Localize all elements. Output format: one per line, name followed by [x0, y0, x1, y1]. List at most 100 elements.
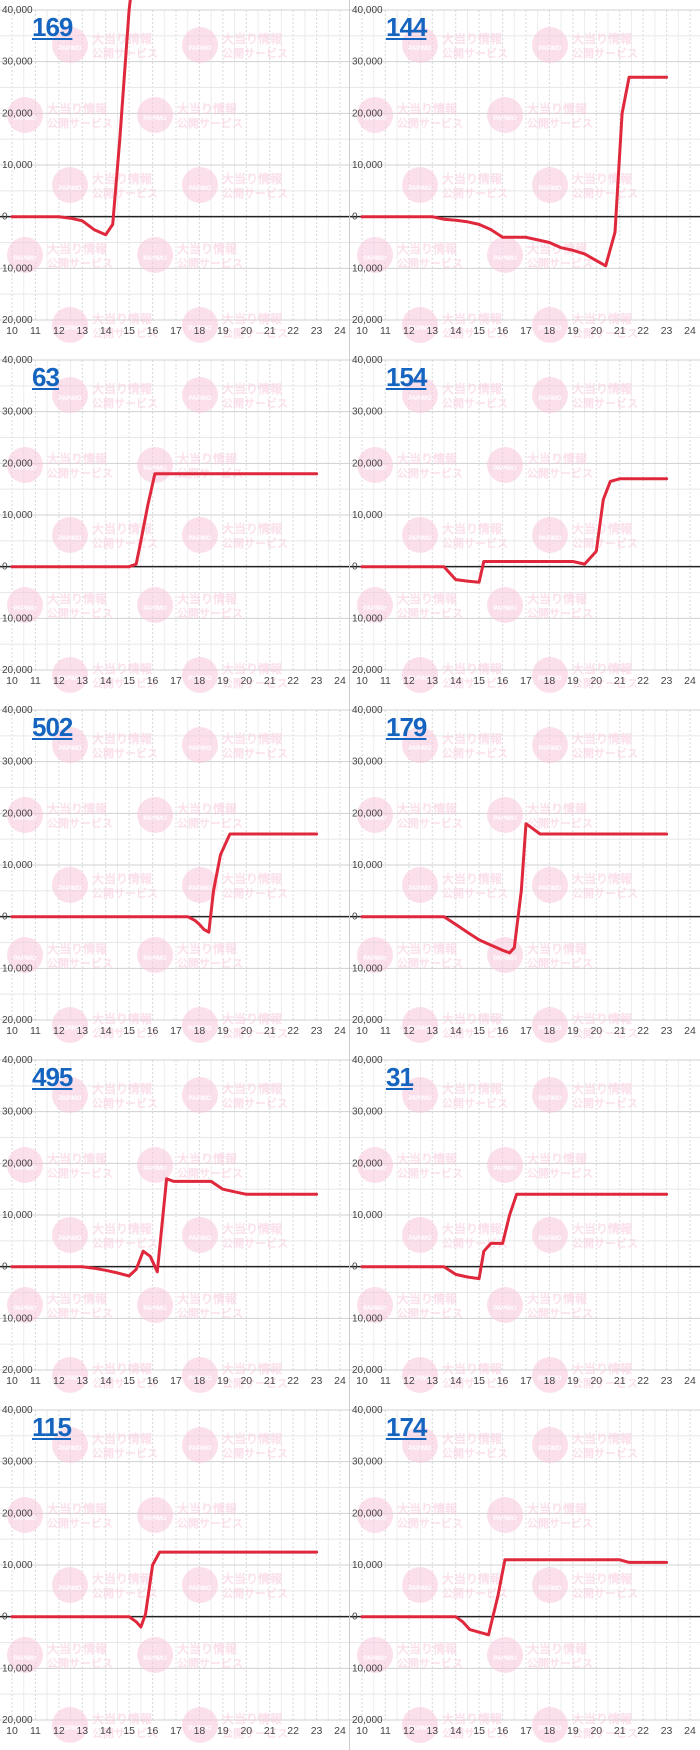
machine-number-link[interactable]: 63 [32, 362, 59, 393]
watermark-logo-text: PAPIMO [538, 46, 562, 52]
x-tick-label: 20 [590, 1375, 602, 1387]
watermark-line1: 大当り情報 [47, 1501, 108, 1516]
watermark-logo [52, 517, 88, 553]
watermark-logo-text: PAPIMO [188, 886, 212, 892]
watermark-line1: 大当り情報 [572, 311, 633, 326]
watermark-logo [182, 1217, 218, 1253]
watermark-line1: 大当り情報 [572, 521, 633, 536]
machine-number-link[interactable]: 179 [386, 712, 426, 743]
x-tick-label: 16 [497, 1025, 509, 1037]
machine-number-link[interactable]: 502 [32, 712, 72, 743]
x-tick-label: 23 [311, 675, 323, 687]
watermark-line2: 公開サービス [47, 1166, 113, 1180]
x-tick-label: 18 [194, 675, 206, 687]
watermark-line1: 大当り情報 [92, 1711, 153, 1726]
machine-number-link[interactable]: 144 [386, 12, 426, 43]
watermark-line1: 大当り情報 [397, 1501, 458, 1516]
watermark-line1: 大当り情報 [222, 871, 283, 886]
watermark-logo-text: PAPIMO [143, 1306, 167, 1312]
watermark-logo-text: PAPIMO [188, 1236, 212, 1242]
watermark-line2: 公開サービス [222, 746, 288, 760]
watermark-line1: 大当り情報 [397, 1641, 458, 1656]
x-tick-label: 24 [684, 1725, 696, 1737]
x-tick-label: 11 [380, 1375, 391, 1387]
watermark-logo-text: PAPIMO [58, 1096, 82, 1102]
x-tick-label: 14 [100, 1725, 112, 1737]
x-tick-label: 13 [426, 325, 438, 337]
x-tick-label: 17 [520, 1025, 532, 1037]
x-tick-label: 10 [356, 1375, 368, 1387]
watermark-line2: 公開サービス [527, 1516, 593, 1530]
watermark-logo-text: PAPIMO [493, 466, 517, 472]
x-tick-label: 11 [380, 1025, 391, 1037]
y-tick-label: 30,000 [352, 1457, 383, 1468]
x-tick-label: 20 [590, 675, 602, 687]
x-tick-label: 20 [590, 1725, 602, 1737]
x-tick-label: 24 [334, 1725, 346, 1737]
x-tick-label: 19 [217, 1725, 229, 1737]
x-tick-label: 21 [614, 1375, 626, 1387]
x-tick-label: 23 [311, 1725, 323, 1737]
watermark-logo-text: PAPIMO [493, 816, 517, 822]
watermark-logo-text: PAPIMO [143, 1516, 167, 1522]
machine-number-link[interactable]: 115 [32, 1412, 71, 1443]
watermark-line1: 大当り情報 [47, 1151, 108, 1166]
watermark-line2: 公開サービス [572, 1586, 638, 1600]
watermark-line1: 大当り情報 [572, 1361, 633, 1376]
y-tick-label: 0 [2, 1612, 8, 1623]
watermark-logo [532, 1427, 568, 1463]
chart-background [0, 1400, 350, 1750]
watermark-logo-text: PAPIMO [143, 466, 167, 472]
watermark-line2: 公開サービス [92, 1096, 158, 1110]
watermark-line2: 公開サービス [572, 1726, 638, 1740]
watermark-logo-text: PAPIMO [363, 1656, 387, 1662]
x-tick-label: 16 [497, 1725, 509, 1737]
watermark-line2: 公開サービス [177, 606, 243, 620]
y-tick-label: 10,000 [352, 860, 383, 871]
watermark-line2: 公開サービス [397, 1656, 463, 1670]
watermark-line2: 公開サービス [442, 746, 508, 760]
x-tick-label: 23 [661, 1375, 673, 1387]
x-tick-label: 20 [240, 325, 252, 337]
machine-number-link[interactable]: 495 [32, 1062, 72, 1093]
machine-number-link[interactable]: 174 [386, 1412, 426, 1443]
machine-number-link[interactable]: 31 [386, 1062, 413, 1093]
watermark-line1: 大当り情報 [222, 1011, 283, 1026]
watermark-line1: 大当り情報 [222, 521, 283, 536]
x-tick-label: 21 [614, 325, 626, 337]
watermark-line2: 公開サービス [572, 186, 638, 200]
x-tick-label: 16 [497, 325, 509, 337]
watermark-logo-text: PAPIMO [493, 1516, 517, 1522]
y-tick-label: 10,000 [2, 963, 33, 974]
x-tick-label: 17 [170, 1025, 182, 1037]
machine-number-link[interactable]: 154 [386, 362, 426, 393]
x-tick-label: 15 [123, 1025, 135, 1037]
watermark-logo [52, 167, 88, 203]
watermark-line1: 大当り情報 [47, 451, 108, 466]
chart-background [0, 1050, 350, 1400]
x-tick-label: 21 [264, 675, 276, 687]
x-tick-label: 15 [123, 675, 135, 687]
watermark-logo [487, 1497, 523, 1533]
watermark-line2: 公開サービス [397, 1166, 463, 1180]
machine-number-link[interactable]: 169 [32, 12, 72, 43]
watermark-line2: 公開サービス [572, 46, 638, 60]
watermark-line2: 公開サービス [222, 1726, 288, 1740]
watermark-logo [402, 867, 438, 903]
y-tick-label: 30,000 [352, 57, 383, 68]
